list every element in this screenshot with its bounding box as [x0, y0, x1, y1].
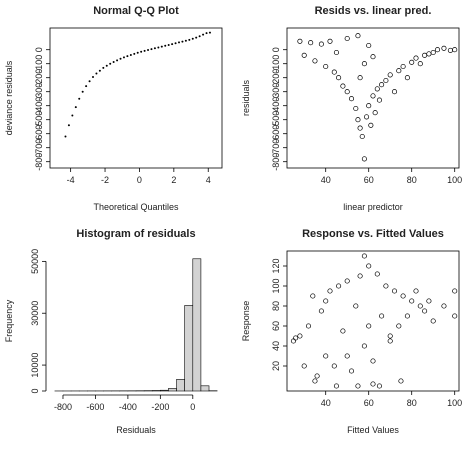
chart-title: Resids vs. linear pred.: [315, 5, 432, 17]
x-tick-label: -400: [119, 402, 137, 412]
point: [133, 53, 135, 55]
x-tick-label: 100: [447, 398, 462, 408]
y-tick-label: 100: [271, 278, 281, 293]
point: [68, 124, 70, 126]
bar: [177, 379, 185, 391]
point: [147, 49, 149, 51]
y-tick-label: 30000: [30, 301, 40, 326]
point: [178, 41, 180, 43]
y-tick-label: -100: [271, 55, 281, 73]
x-tick-label: 40: [321, 398, 331, 408]
point: [195, 37, 197, 39]
x-tick-label: 60: [364, 398, 374, 408]
x-tick-label: -800: [54, 402, 72, 412]
bar: [168, 388, 176, 391]
point: [150, 48, 152, 50]
point: [102, 67, 104, 69]
point: [161, 46, 163, 48]
y-tick-label: 60: [271, 321, 281, 331]
point: [113, 61, 115, 63]
x-tick-label: 4: [206, 175, 211, 185]
x-tick-label: -600: [86, 402, 104, 412]
y-tick-label: 50000: [30, 249, 40, 274]
y-tick-label: 0: [30, 388, 40, 393]
point: [82, 91, 84, 93]
bar: [193, 259, 201, 391]
y-tick-label: 0: [271, 47, 281, 52]
point: [64, 136, 66, 138]
point: [199, 35, 201, 37]
point: [92, 76, 94, 78]
y-tick-label: -100: [34, 55, 44, 73]
point: [202, 34, 204, 36]
x-tick-label: -2: [101, 175, 109, 185]
point: [157, 46, 159, 48]
point: [164, 45, 166, 47]
point: [85, 85, 87, 87]
point: [99, 70, 101, 72]
point: [188, 39, 190, 41]
point: [154, 47, 156, 49]
point: [89, 80, 91, 82]
x-tick-label: 0: [137, 175, 142, 185]
bar: [160, 390, 168, 391]
x-axis-label: Residuals: [116, 425, 156, 435]
point: [116, 59, 118, 61]
bar: [185, 305, 193, 391]
point: [109, 63, 111, 65]
point: [192, 38, 194, 40]
point: [71, 115, 73, 117]
chart-title: Normal Q-Q Plot: [93, 5, 179, 17]
x-axis-label: Fitted Values: [347, 425, 399, 435]
x-tick-label: 40: [321, 175, 331, 185]
point: [137, 52, 139, 54]
x-tick-label: 60: [364, 175, 374, 185]
x-tick-label: -200: [151, 402, 169, 412]
point: [120, 58, 122, 60]
x-axis-label: Theoretical Quantiles: [93, 202, 179, 212]
y-tick-label: 0: [34, 47, 44, 52]
x-tick-label: 0: [190, 402, 195, 412]
point: [175, 42, 177, 44]
point: [140, 51, 142, 53]
point: [75, 106, 77, 108]
point: [78, 98, 80, 100]
y-axis-label: Response: [241, 301, 251, 342]
x-tick-label: 100: [447, 175, 462, 185]
x-axis-label: linear predictor: [343, 202, 403, 212]
point: [209, 32, 211, 34]
point: [123, 56, 125, 58]
point: [126, 55, 128, 57]
x-tick-label: -4: [67, 175, 75, 185]
y-axis-label: Frequency: [4, 299, 14, 342]
y-tick-label: 10000: [30, 353, 40, 378]
point: [185, 40, 187, 42]
chart-title: Histogram of residuals: [76, 228, 195, 240]
point: [206, 32, 208, 34]
point: [95, 73, 97, 75]
point: [106, 65, 108, 67]
point: [168, 44, 170, 46]
point: [171, 43, 173, 45]
y-tick-label: 80: [271, 301, 281, 311]
y-tick-label: 120: [271, 258, 281, 273]
x-tick-label: 2: [171, 175, 176, 185]
y-tick-label: 40: [271, 341, 281, 351]
x-tick-label: 80: [407, 175, 417, 185]
x-tick-label: 80: [407, 398, 417, 408]
chart-title: Response vs. Fitted Values: [302, 228, 444, 240]
y-axis-label: residuals: [241, 79, 251, 116]
point: [144, 50, 146, 52]
point: [130, 54, 132, 56]
point: [181, 41, 183, 43]
y-axis-label: deviance residuals: [4, 60, 14, 135]
y-tick-label: 20: [271, 361, 281, 371]
bar: [201, 386, 209, 391]
